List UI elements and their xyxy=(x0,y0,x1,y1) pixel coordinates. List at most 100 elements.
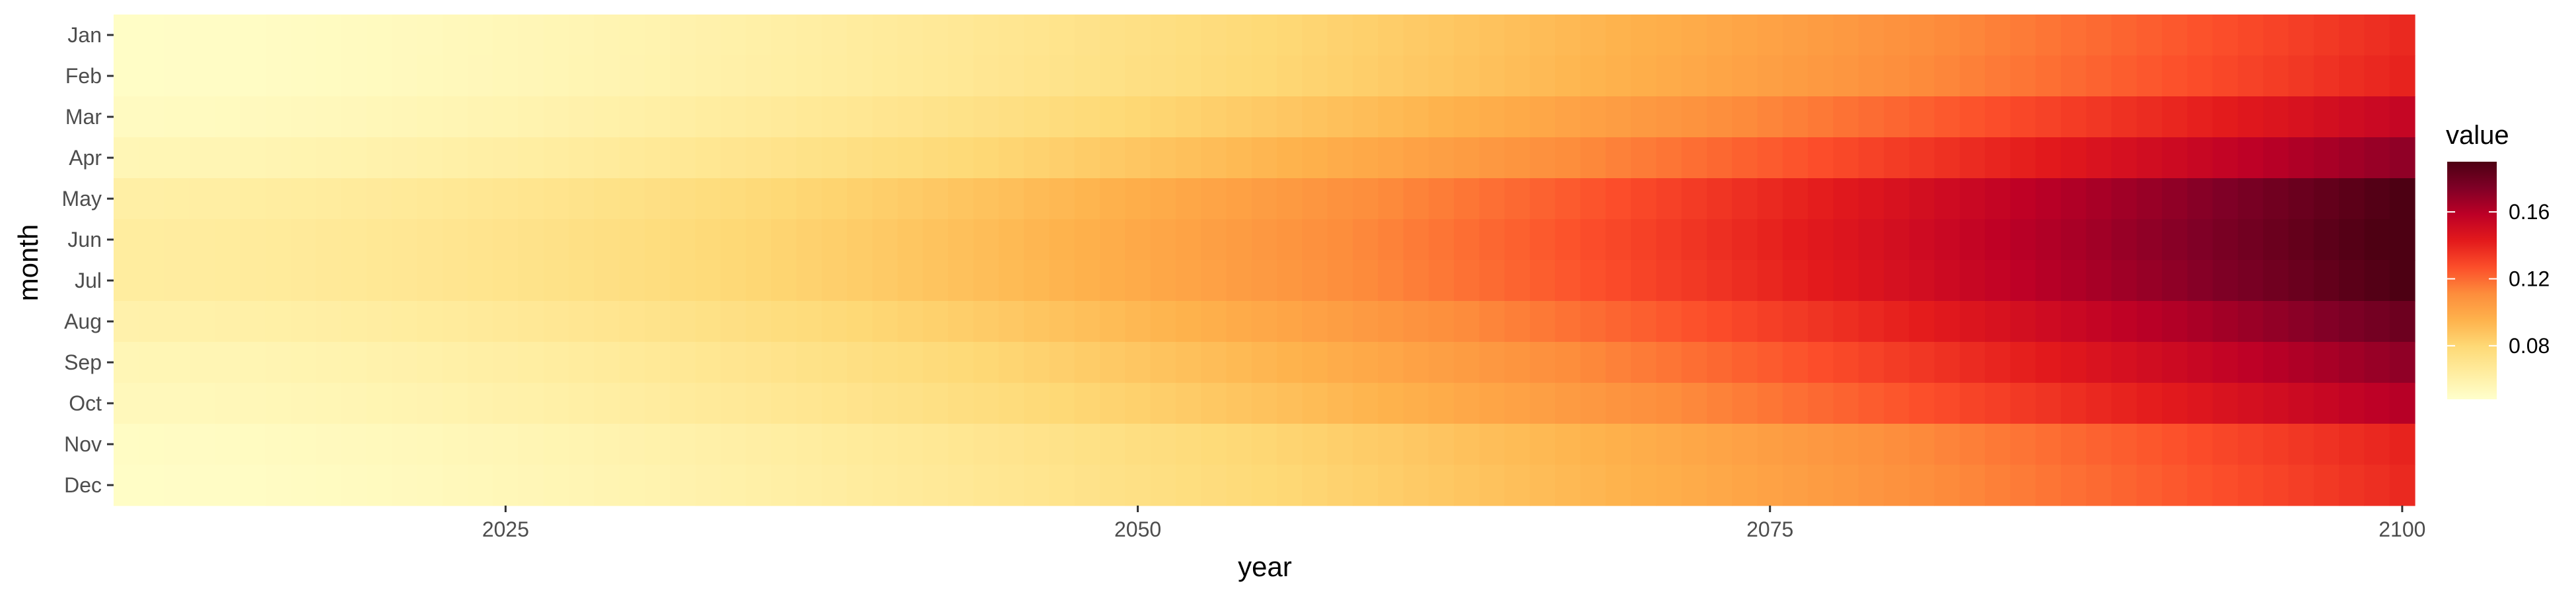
heatmap-cell xyxy=(1049,424,1075,465)
heatmap-cell xyxy=(1858,15,1884,56)
heatmap-cell xyxy=(1631,424,1657,465)
heatmap-cell xyxy=(999,96,1024,138)
heatmap-cell xyxy=(569,301,595,343)
heatmap-cell xyxy=(2136,301,2163,343)
heatmap-cell xyxy=(2263,55,2289,97)
heatmap-cell xyxy=(695,342,721,383)
heatmap-cell xyxy=(619,137,645,179)
heatmap-cell xyxy=(366,219,392,261)
heatmap-cell xyxy=(265,15,291,56)
heatmap-cell xyxy=(1428,383,1454,424)
heatmap-cell xyxy=(1302,178,1328,220)
heatmap-cell xyxy=(720,383,746,424)
heatmap-cell xyxy=(1631,96,1657,138)
heatmap-cell xyxy=(1176,178,1201,220)
color-legend: value 0.08 0.12 0.16 xyxy=(2446,121,2550,399)
heatmap-cell xyxy=(1353,15,1378,56)
heatmap-cell xyxy=(1530,383,1556,424)
heatmap-cell xyxy=(923,178,949,220)
heatmap-cell xyxy=(1074,260,1100,302)
heatmap-cell xyxy=(2136,137,2163,179)
heatmap-cell xyxy=(114,15,139,56)
heatmap-cell xyxy=(341,301,367,343)
heatmap-cell xyxy=(2187,137,2213,179)
heatmap-cell xyxy=(518,260,544,302)
heatmap-cell xyxy=(1580,260,1606,302)
heatmap-cell xyxy=(1454,424,1480,465)
heatmap-cell xyxy=(2313,137,2340,179)
heatmap-cell xyxy=(796,424,822,465)
heatmap-cell xyxy=(1732,260,1758,302)
heatmap-cell xyxy=(670,55,696,97)
heatmap-cell xyxy=(1049,465,1075,506)
heatmap-cell xyxy=(1631,55,1657,97)
heatmap-cell xyxy=(1884,15,1910,56)
heatmap-cell xyxy=(2136,260,2163,302)
heatmap-cell xyxy=(1757,383,1783,424)
heatmap-cell xyxy=(543,15,569,56)
heatmap-cell xyxy=(973,342,999,383)
heatmap-cell xyxy=(1150,15,1176,56)
heatmap-cell xyxy=(2339,465,2365,506)
heatmap-cell xyxy=(1125,260,1151,302)
heatmap-cell xyxy=(594,55,620,97)
heatmap-cell xyxy=(265,342,291,383)
heatmap-cell xyxy=(1757,219,1783,261)
heatmap-cell xyxy=(442,465,468,506)
heatmap-cell xyxy=(1150,137,1176,179)
heatmap-cell xyxy=(2212,178,2238,220)
heatmap-cell xyxy=(2364,55,2390,97)
heatmap-cell xyxy=(1504,55,1530,97)
heatmap-cell xyxy=(2010,219,2036,261)
heatmap-cell xyxy=(1985,178,2011,220)
heatmap-cell xyxy=(2111,383,2137,424)
heatmap-cell xyxy=(822,383,847,424)
heatmap-cell xyxy=(1959,465,1986,506)
heatmap-cell xyxy=(1605,178,1631,220)
heatmap-cell xyxy=(897,15,923,56)
heatmap-cell xyxy=(189,383,215,424)
heatmap-cell xyxy=(1125,342,1151,383)
heatmap-cell xyxy=(619,178,645,220)
heatmap-cell xyxy=(139,342,165,383)
heatmap-cell xyxy=(1580,301,1606,343)
heatmap-cell xyxy=(569,342,595,383)
heatmap-cell xyxy=(2086,424,2112,465)
heatmap-cell xyxy=(1504,260,1530,302)
heatmap-cell xyxy=(543,383,569,424)
heatmap-cell xyxy=(847,137,873,179)
heatmap-cell xyxy=(569,219,595,261)
heatmap-cell xyxy=(1403,301,1429,343)
heatmap-cell xyxy=(1605,260,1631,302)
heatmap-cell xyxy=(2212,55,2238,97)
heatmap-cell xyxy=(1833,219,1859,261)
heatmap-cell xyxy=(2136,424,2163,465)
heatmap-cell xyxy=(1656,424,1682,465)
heatmap-cell xyxy=(2136,383,2163,424)
heatmap-cell xyxy=(1403,55,1429,97)
heatmap-cell xyxy=(670,137,696,179)
heatmap-cell xyxy=(468,137,493,179)
heatmap-cell xyxy=(316,383,342,424)
heatmap-cell xyxy=(1884,383,1910,424)
heatmap-cell xyxy=(1327,55,1353,97)
heatmap-cell xyxy=(1884,301,1910,343)
heatmap-cell xyxy=(771,15,797,56)
heatmap-cell xyxy=(366,342,392,383)
heatmap-cell xyxy=(1176,424,1201,465)
heatmap-cell xyxy=(1530,424,1556,465)
heatmap-cell xyxy=(569,383,595,424)
heatmap-cell xyxy=(518,342,544,383)
heatmap-cell xyxy=(1201,424,1227,465)
heatmap-cell xyxy=(316,424,342,465)
heatmap-cell xyxy=(468,465,493,506)
heatmap-cell xyxy=(569,55,595,97)
heatmap-cell xyxy=(1757,342,1783,383)
heatmap-cell xyxy=(872,219,898,261)
heatmap-cell xyxy=(1226,219,1252,261)
heatmap-cell xyxy=(1100,219,1126,261)
heatmap-cell xyxy=(1555,383,1581,424)
heatmap-cell xyxy=(1631,260,1657,302)
heatmap-cell xyxy=(2313,342,2340,383)
heatmap-cell xyxy=(1782,342,1808,383)
